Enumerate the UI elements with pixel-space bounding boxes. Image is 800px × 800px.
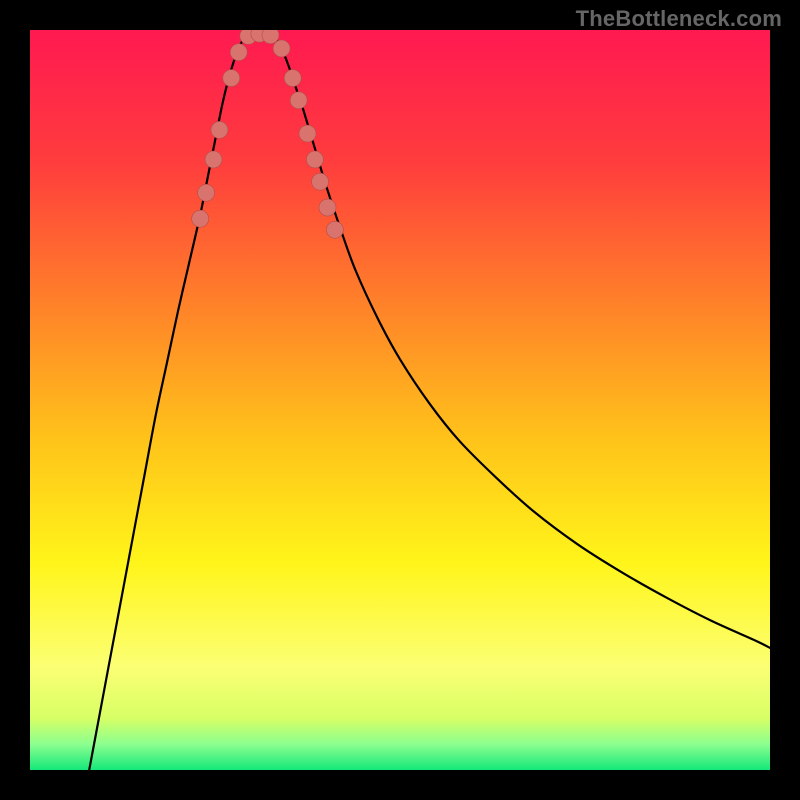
data-marker	[312, 173, 329, 190]
watermark-text: TheBottleneck.com	[576, 6, 782, 32]
data-marker	[230, 44, 247, 61]
data-marker	[284, 70, 301, 87]
data-marker	[223, 70, 240, 87]
data-marker	[306, 151, 323, 168]
chart-svg	[30, 30, 770, 770]
data-marker	[198, 184, 215, 201]
data-marker	[319, 199, 336, 216]
data-marker	[211, 121, 228, 138]
plot-area	[30, 30, 770, 770]
data-marker	[192, 210, 209, 227]
data-marker	[290, 92, 307, 109]
data-marker	[205, 151, 222, 168]
chart-outer-frame: TheBottleneck.com	[0, 0, 800, 800]
gradient-background	[30, 30, 770, 770]
data-marker	[299, 125, 316, 142]
data-marker	[326, 221, 343, 238]
data-marker	[273, 40, 290, 57]
